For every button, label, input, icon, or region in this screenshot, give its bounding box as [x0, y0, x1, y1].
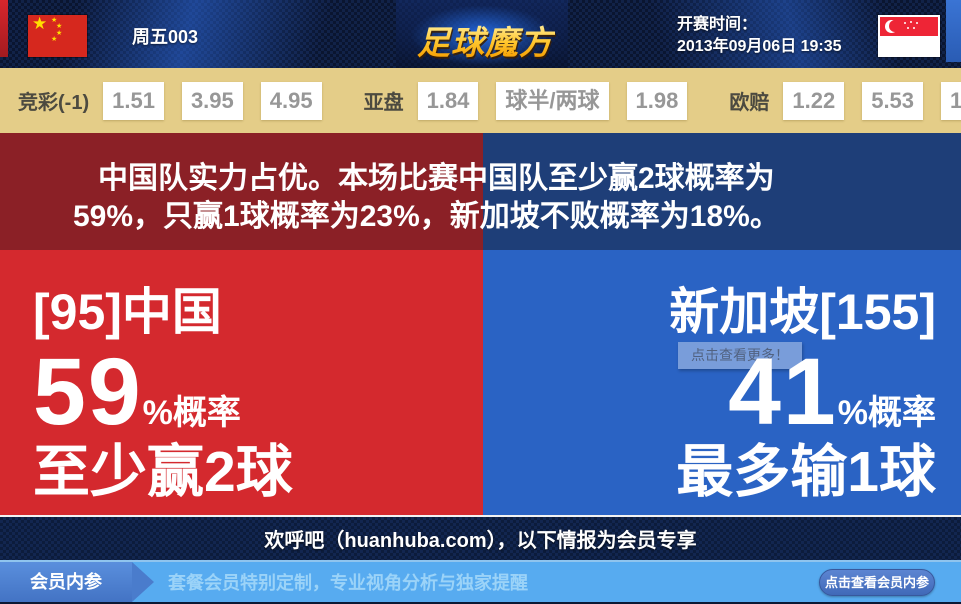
- away-probability-suffix: %概率: [837, 394, 936, 432]
- away-team-name: 新加坡[155]: [669, 284, 936, 340]
- away-probability-row: 41 %概率: [483, 342, 936, 442]
- home-team-name: [95]中国: [33, 284, 222, 340]
- promo-text: 欢呼吧（huanhuba.com），以下情报为会员专享: [264, 530, 697, 552]
- header-blue-stripe: [946, 0, 961, 62]
- odds-value-box: 1.51: [103, 81, 164, 120]
- odds-value-box: 1.98: [626, 81, 688, 120]
- star-icon: ★: [51, 36, 58, 43]
- home-outcome: 至少赢2球: [33, 440, 293, 504]
- analysis-banner: 中国队实力占优。本场比赛中国队至少赢2球概率为 59%，只赢1球概率为23%，新…: [0, 133, 961, 250]
- star-icon: ★: [56, 23, 63, 30]
- odds-value-box: 5.53: [862, 81, 924, 120]
- view-more-watermark[interactable]: 点击查看更多！: [678, 342, 802, 369]
- away-panel: 新加坡[155] 点击查看更多！ 41 %概率 最多输1球: [483, 250, 961, 515]
- home-probability-value: 59: [33, 339, 143, 445]
- member-badge: 会员内参: [0, 562, 154, 602]
- odds-value-box: 1.84: [417, 81, 479, 120]
- kickoff-label: 开赛时间：: [677, 16, 758, 33]
- stars-icon: [904, 22, 906, 24]
- kickoff-block: 开赛时间： 2013年09月06日 19:35: [677, 14, 842, 58]
- banner-left-background: [0, 133, 483, 250]
- flag-bottom-band: [880, 36, 938, 55]
- crescent-icon: [885, 20, 901, 33]
- odds-label: 竞彩(-1): [18, 92, 90, 114]
- match-number-label: 周五003: [132, 27, 199, 47]
- singapore-flag-icon: [878, 15, 940, 57]
- odds-value-box: 11.15: [941, 81, 961, 120]
- analysis-text: 中国队实力占优。本场比赛中国队至少赢2球概率为 59%，只赢1球概率为23%，新…: [0, 133, 961, 236]
- china-flag-icon: ★ ★ ★ ★ ★: [28, 15, 87, 57]
- home-probability-suffix: %概率: [142, 394, 241, 432]
- member-message: 套餐会员特别定制，专业视角分析与独家提醒: [168, 573, 528, 593]
- star-icon: ★: [32, 14, 48, 33]
- home-probability-row: 59 %概率: [33, 342, 483, 442]
- star-icon: ★: [56, 30, 63, 37]
- odds-value-box: 4.95: [260, 81, 322, 120]
- home-panel: [95]中国 59 %概率 至少赢2球: [0, 250, 483, 515]
- header: ★ ★ ★ ★ ★ 周五003 足球魔方 开赛时间： 2013年09月06日 1…: [0, 0, 961, 68]
- view-member-button[interactable]: 点击查看会员内参: [819, 569, 935, 596]
- analysis-line-1: 中国队实力占优。本场比赛中国队至少赢2球概率为: [98, 162, 775, 195]
- header-red-stripe: [0, 0, 8, 57]
- handicap-box: 球半/两球: [496, 81, 609, 120]
- odds-label: 欧赔: [729, 92, 770, 114]
- away-probability-value: 41: [728, 339, 838, 445]
- odds-group-oupei: 欧赔 1.22 5.53 11.15: [729, 81, 961, 120]
- footer-bar: 会员内参 套餐会员特别定制，专业视角分析与独家提醒 点击查看会员内参: [0, 562, 961, 602]
- analysis-line-2: 59%，只赢1球概率为23%，新加坡不败概率为18%。: [73, 200, 780, 233]
- odds-label: 亚盘: [363, 92, 404, 114]
- flag-top-band: [880, 17, 938, 36]
- kickoff-time: 2013年09月06日 19:35: [677, 38, 842, 55]
- probability-panels: [95]中国 59 %概率 至少赢2球 新加坡[155] 点击查看更多！ 41 …: [0, 250, 961, 517]
- away-outcome: 最多输1球: [676, 440, 936, 504]
- odds-value-box: 1.22: [783, 81, 845, 120]
- site-logo: 足球魔方: [415, 16, 555, 64]
- odds-bar: 竞彩(-1) 1.51 3.95 4.95 亚盘 1.84 球半/两球 1.98…: [0, 68, 961, 133]
- odds-group-yapan: 亚盘 1.84 球半/两球 1.98: [363, 81, 688, 120]
- odds-group-jingcai: 竞彩(-1) 1.51 3.95 4.95: [18, 81, 322, 120]
- logo-glow: [396, 0, 568, 68]
- promo-bar: 欢呼吧（huanhuba.com），以下情报为会员专享: [0, 517, 961, 562]
- star-icon: ★: [51, 17, 58, 24]
- odds-value-box: 3.95: [181, 81, 243, 120]
